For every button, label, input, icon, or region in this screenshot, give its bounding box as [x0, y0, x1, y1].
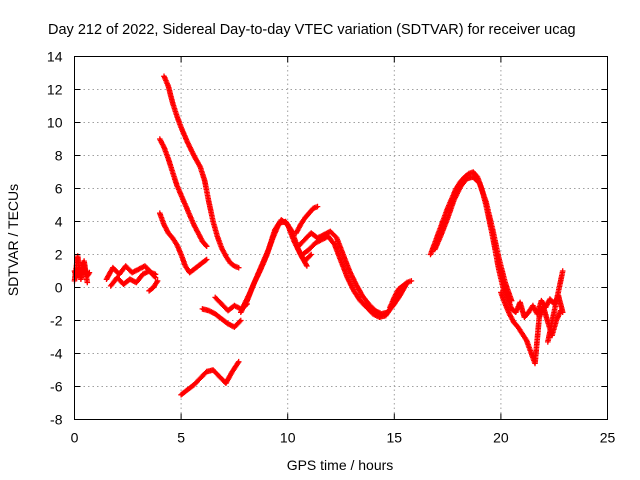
series-seg-15 — [387, 278, 415, 311]
series-spike-11 — [293, 203, 321, 236]
data-point — [86, 269, 93, 276]
data-point — [203, 242, 209, 249]
x-axis-label: GPS time / hours — [287, 457, 394, 473]
data-point — [203, 256, 210, 263]
data-points — [71, 73, 566, 398]
series-seg-morning-b — [107, 268, 159, 289]
x-tick-label: 0 — [71, 430, 79, 446]
x-tick-label: 10 — [280, 430, 296, 446]
data-point — [559, 309, 566, 315]
series-peak-18b — [432, 174, 515, 304]
series-arc-9 — [157, 136, 210, 249]
data-point — [154, 278, 161, 284]
data-point — [235, 358, 242, 365]
y-tick-label: 6 — [55, 181, 63, 197]
y-tick-label: -6 — [50, 379, 63, 395]
x-tick-label: 20 — [493, 430, 509, 446]
series-dip-8 — [178, 358, 242, 398]
x-tick-label: 5 — [177, 430, 185, 446]
data-point — [84, 279, 91, 286]
y-tick-label: -8 — [50, 412, 63, 428]
plot-frame — [74, 56, 608, 420]
grid — [74, 56, 608, 420]
data-point — [235, 360, 241, 366]
y-tick-label: -4 — [50, 346, 63, 362]
data-point — [314, 203, 321, 210]
data-point — [238, 317, 244, 324]
axis-ticks: 0 5 10 15 20 25 -8 -6 -4 -2 0 2 4 6 8 10 12 14 — [47, 49, 616, 446]
data-point — [307, 252, 313, 259]
data-point — [559, 268, 566, 274]
x-tick-label: 25 — [600, 430, 616, 446]
series-tail-20b — [504, 292, 566, 320]
data-point — [303, 262, 309, 268]
x-tick-label: 15 — [387, 430, 403, 446]
series-arc-12 — [161, 73, 242, 271]
series-seg-early-b — [71, 253, 91, 286]
y-tick-label: 0 — [55, 280, 63, 296]
data-point — [151, 273, 158, 280]
y-tick-label: 12 — [47, 82, 63, 98]
chart-title: Day 212 of 2022, Sidereal Day-to-day VTE… — [48, 22, 576, 38]
data-point — [235, 264, 242, 271]
series-seg-morning-c — [146, 278, 161, 294]
data-point — [304, 263, 310, 269]
data-point — [308, 251, 314, 258]
series-arc-4 — [157, 210, 210, 276]
data-point — [202, 257, 209, 264]
series-rise-8-10b — [240, 217, 310, 311]
y-tick-label: -2 — [50, 313, 63, 329]
y-tick-label: 2 — [55, 247, 63, 263]
data-point — [203, 243, 210, 249]
series-cluster-7 — [199, 306, 244, 330]
y-tick-label: 4 — [55, 214, 63, 230]
series-spot-22 — [545, 268, 566, 345]
data-point — [408, 278, 415, 284]
y-axis-label: SDTVAR / TECUs — [5, 184, 21, 296]
data-point — [236, 318, 243, 325]
y-tick-label: 8 — [55, 148, 63, 164]
y-tick-label: 10 — [47, 115, 63, 131]
y-tick-label: 14 — [47, 49, 63, 65]
data-point — [152, 274, 159, 281]
